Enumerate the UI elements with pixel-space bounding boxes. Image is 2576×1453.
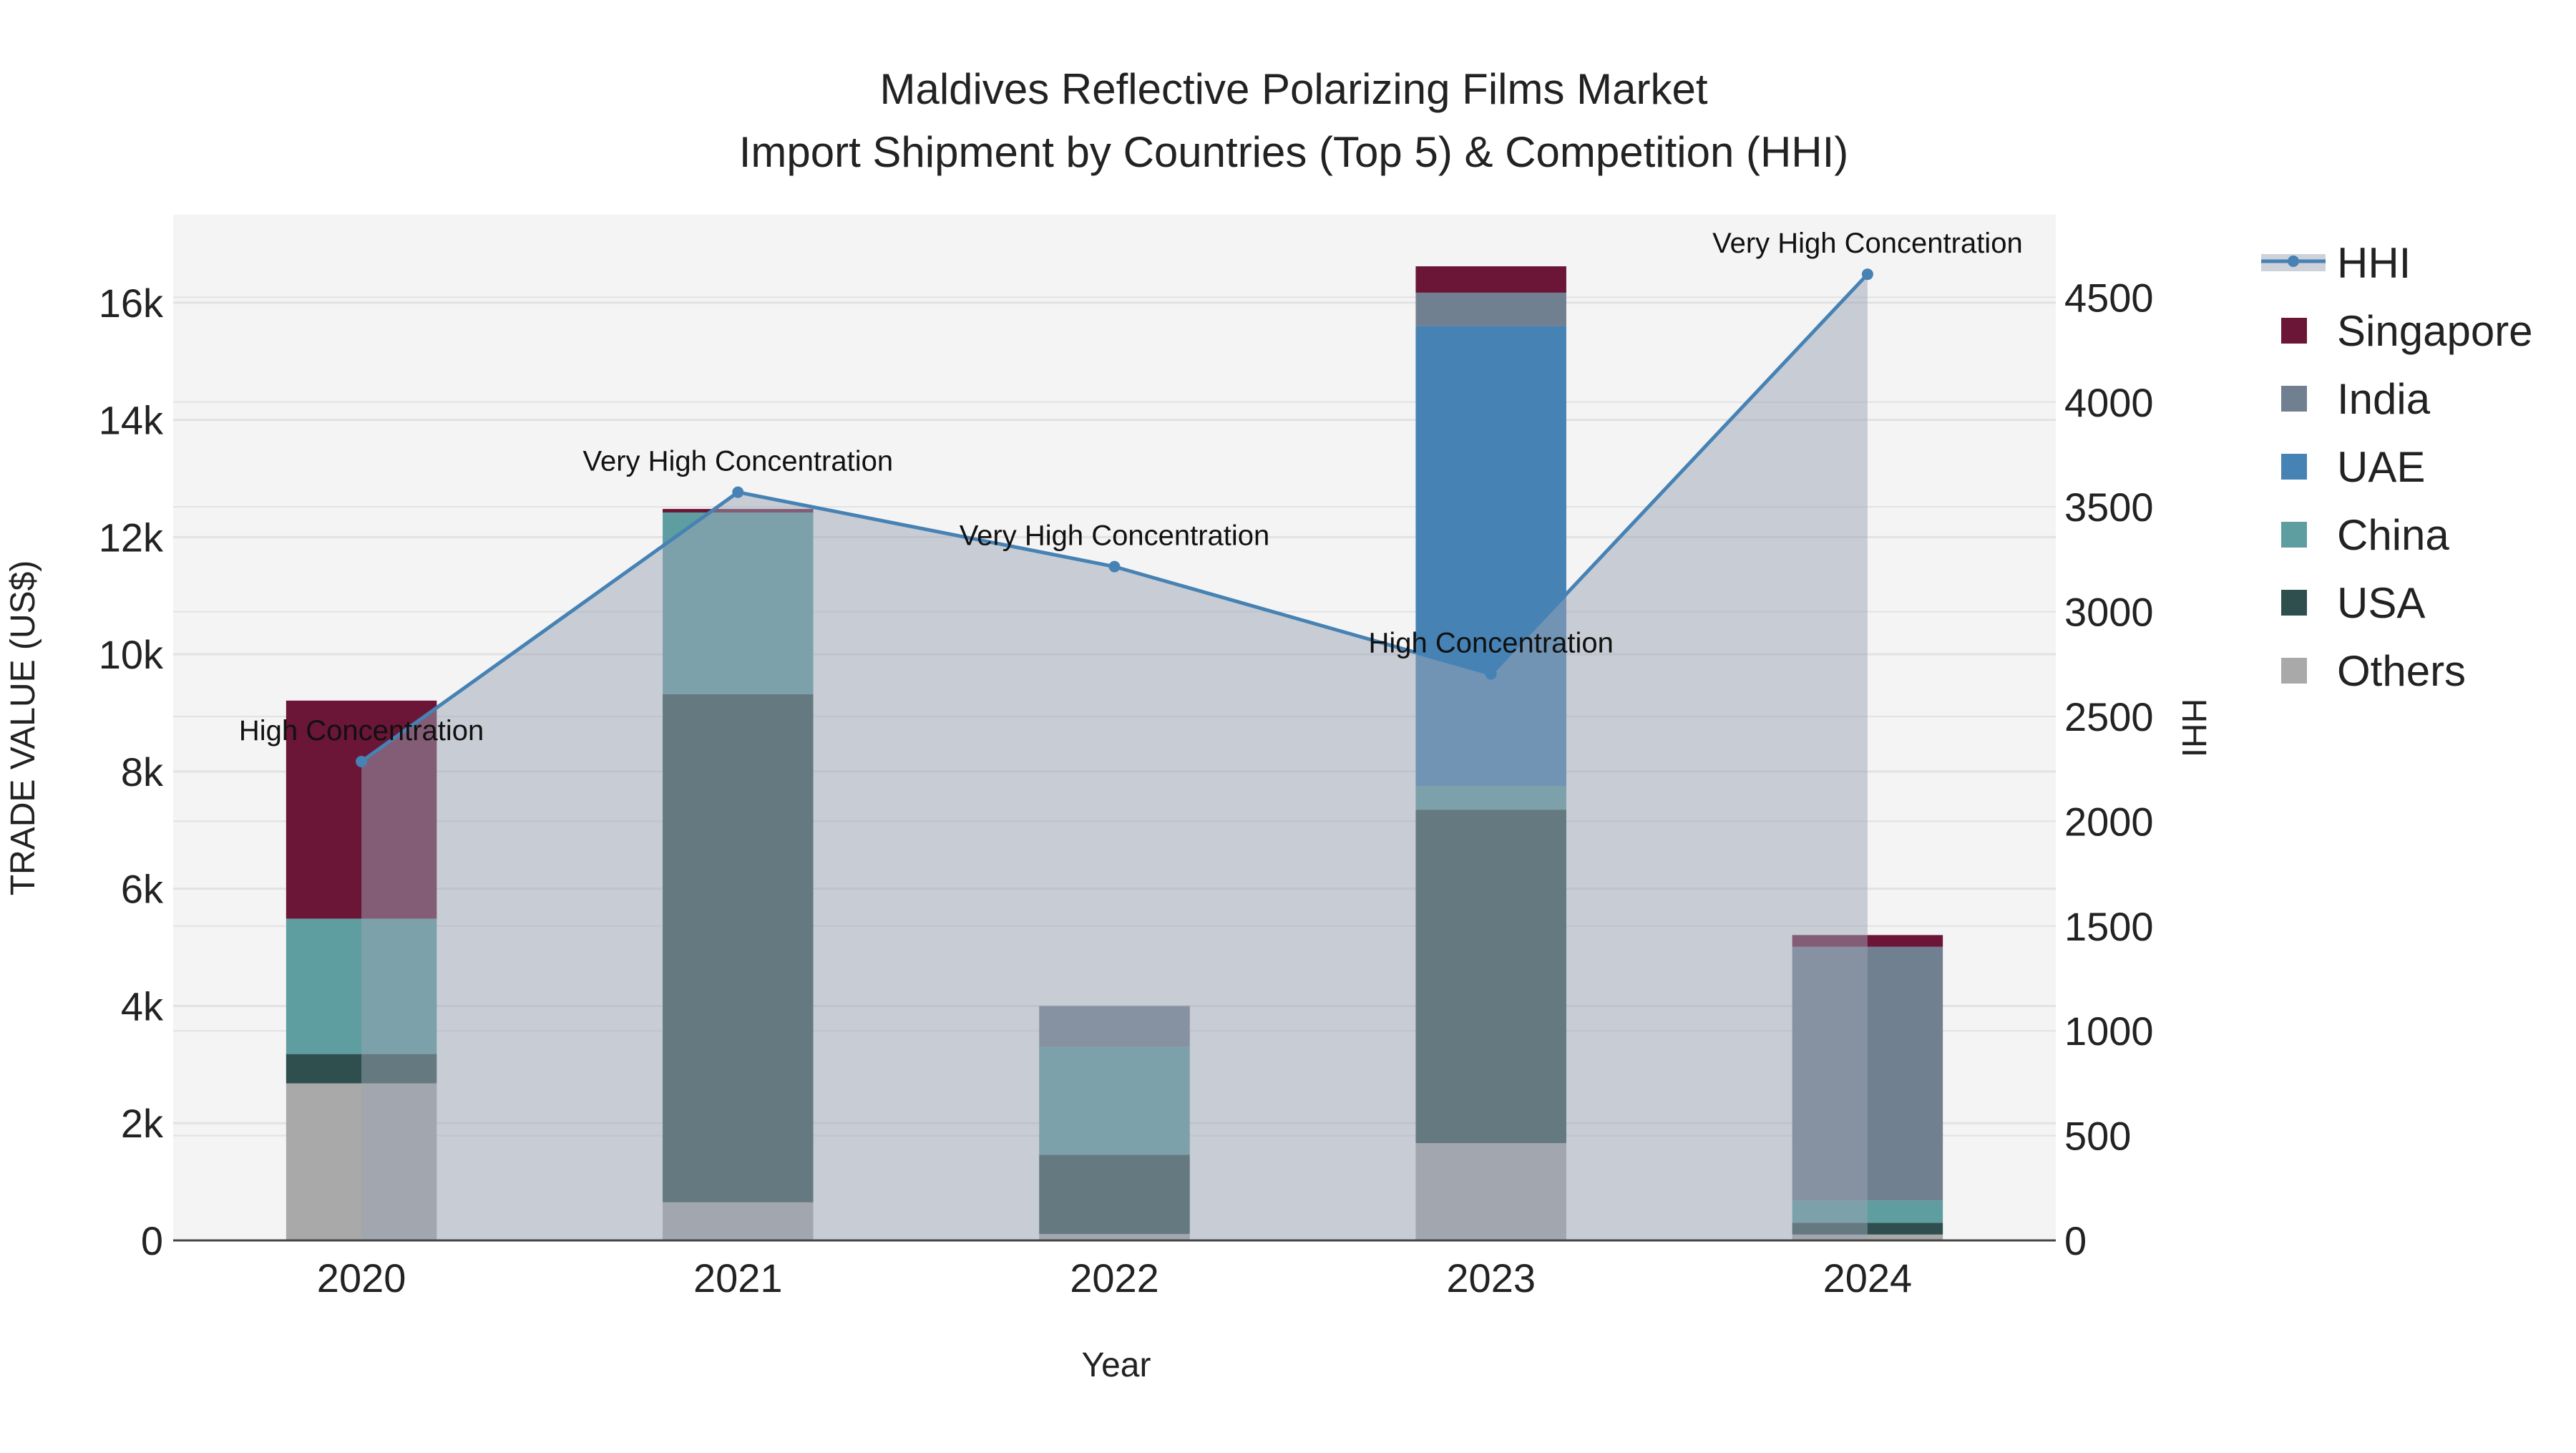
y2-tick-label: 2500 [2064,694,2154,739]
legend-item-uae: UAE [2281,443,2425,491]
hhi-point-2023 [1485,668,1497,680]
x-tick-label: 2020 [317,1255,406,1301]
legend-swatch [2281,658,2307,684]
hhi-annotation: High Concentration [1368,628,1613,659]
legend-label: Others [2337,647,2466,695]
x-axis-title: Year [1082,1346,1151,1384]
y-axis-ticks: 0 2k 4k 6k 8k 10k 12k 14k 16k [99,281,164,1263]
legend-label: China [2337,511,2449,559]
legend-label: USA [2337,579,2425,627]
y2-tick-label: 4500 [2064,275,2154,320]
hhi-annotation: Very High Concentration [960,520,1270,552]
bar-india-2023 [1415,292,1566,326]
y2-axis-title: HHI [2175,699,2212,758]
y2-tick-label: 500 [2064,1114,2131,1159]
legend-label: UAE [2337,443,2425,491]
x-axis-ticks: 2020 2021 2022 2023 2024 [317,1255,1912,1301]
y-tick-label: 2k [121,1101,164,1146]
hhi-annotation: Very High Concentration [583,446,894,477]
y2-tick-label: 1000 [2064,1009,2154,1054]
y2-axis-ticks: 0 500 1000 1500 2000 2500 3000 3500 4000 4500 [2064,275,2154,1263]
y-tick-label: 6k [121,867,164,912]
chart-title-line2: Import Shipment by Countries (Top 5) & C… [739,128,1849,176]
y-axis-title: TRADE VALUE (US$) [4,560,42,896]
legend-item-china: China [2281,511,2449,559]
y2-tick-label: 3000 [2064,590,2154,635]
hhi-series: High Concentration Very High Concentratio… [239,228,2023,1240]
legend-item-india: India [2281,375,2431,423]
chart-title-line1: Maldives Reflective Polarizing Films Mar… [880,65,1708,113]
bar-singapore-2023 [1415,266,1566,293]
legend-item-singapore: Singapore [2281,307,2533,355]
y2-tick-label: 2000 [2064,799,2154,844]
y-tick-label: 10k [99,632,164,677]
hhi-annotation: High Concentration [239,715,484,747]
y-tick-label: 8k [121,749,164,794]
y-tick-label: 16k [99,281,164,326]
hhi-point-2022 [1108,560,1121,573]
legend-swatch-hhi-marker [2288,256,2299,267]
legend-swatch [2281,318,2307,344]
hhi-point-2020 [356,755,368,767]
hhi-annotation: Very High Concentration [1712,228,2023,259]
legend-label: Singapore [2337,307,2533,355]
y2-tick-label: 3500 [2064,485,2154,530]
legend-swatch [2281,386,2307,412]
x-tick-label: 2022 [1070,1255,1159,1301]
y2-tick-label: 0 [2064,1218,2087,1263]
legend-item-others: Others [2281,647,2466,695]
legend-swatch [2281,590,2307,616]
y-tick-label: 12k [99,515,164,560]
legend: HHI Singapore India UAE China USA Others [2261,239,2533,695]
x-tick-label: 2024 [1823,1255,1913,1301]
hhi-point-2021 [732,486,744,498]
y-tick-label: 14k [99,398,164,443]
hhi-point-2024 [1861,268,1873,281]
y-tick-label: 4k [121,983,164,1029]
legend-swatch [2281,522,2307,548]
legend-item-hhi: HHI [2261,239,2411,287]
x-tick-label: 2021 [693,1255,783,1301]
legend-label: HHI [2337,239,2411,287]
y2-tick-label: 4000 [2064,380,2154,425]
legend-item-usa: USA [2281,579,2425,627]
legend-label: India [2337,375,2431,423]
x-tick-label: 2023 [1446,1255,1536,1301]
legend-swatch [2281,454,2307,480]
hhi-area [361,274,1868,1240]
y2-tick-label: 1500 [2064,904,2154,949]
y-tick-label: 0 [141,1218,163,1263]
